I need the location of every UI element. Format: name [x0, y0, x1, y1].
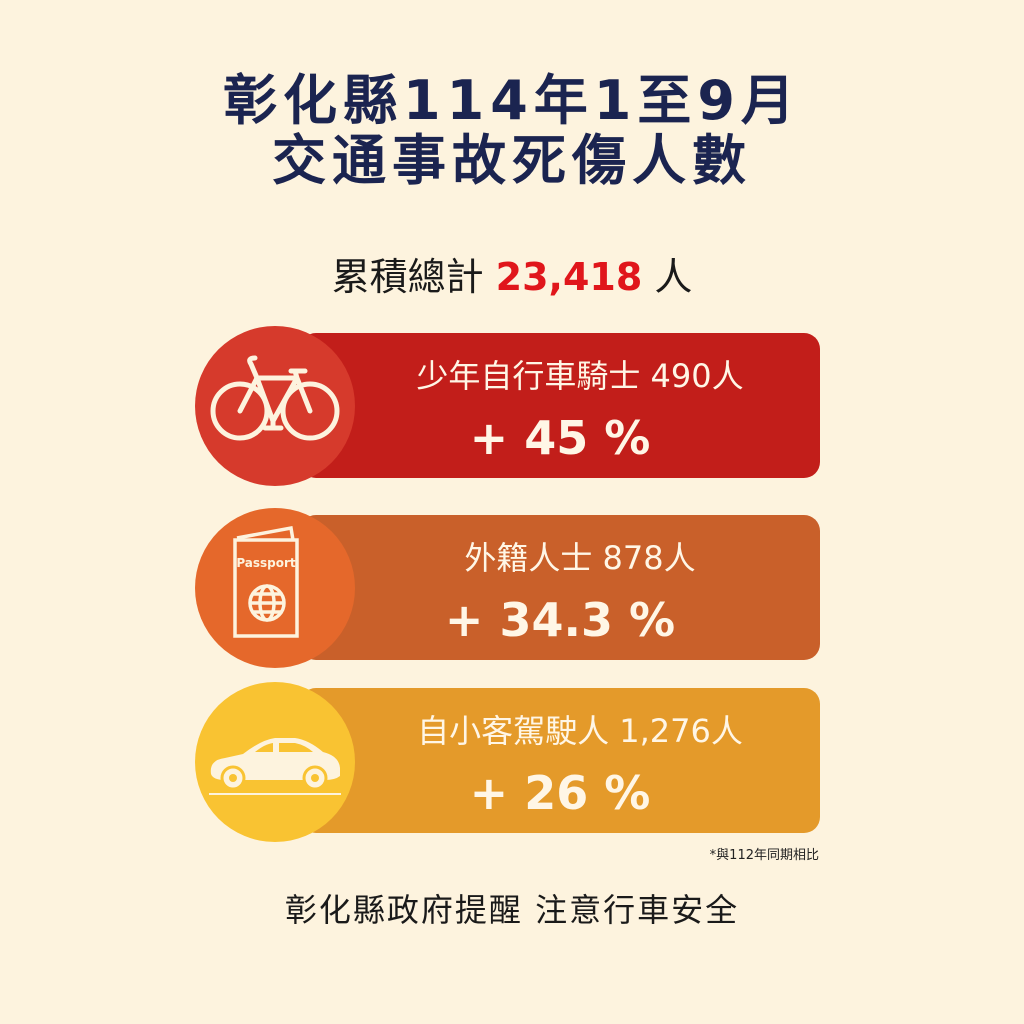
stat-label: 外籍人士 878人 [464, 539, 696, 577]
stat-label: 自小客駕駛人 1,276人 [417, 712, 743, 750]
stat-card-cyclists: 少年自行車騎士 490人 + 45 % [300, 333, 820, 478]
title-line-1: 彰化縣114年1至9月 [223, 69, 801, 132]
bicycle-icon [195, 326, 355, 486]
total-label: 累積總計 [331, 255, 484, 299]
stat-card-foreigners: 外籍人士 878人 + 34.3 % [300, 515, 820, 660]
passport-icon: Passport [195, 508, 355, 668]
footer-slogan: 彰化縣政府提醒 注意行車安全 [284, 891, 740, 929]
stat-change: + 45 % [469, 411, 651, 465]
total-unit: 人 [654, 255, 693, 299]
stat-change: + 26 % [469, 766, 651, 820]
title-line-2: 交通事故死傷人數 [272, 129, 752, 192]
total-summary: 累積總計 23,418 人 [0, 246, 1024, 301]
passport-icon-text: Passport [236, 556, 296, 570]
stat-change: + 34.3 % [444, 593, 676, 647]
car-icon [195, 682, 355, 842]
stat-label: 少年自行車騎士 490人 [416, 357, 744, 395]
total-value: 23,418 [495, 255, 643, 299]
comparison-note: *與112年同期相比 [709, 848, 819, 863]
stat-card-car-drivers: 自小客駕駛人 1,276人 + 26 % [300, 688, 820, 833]
